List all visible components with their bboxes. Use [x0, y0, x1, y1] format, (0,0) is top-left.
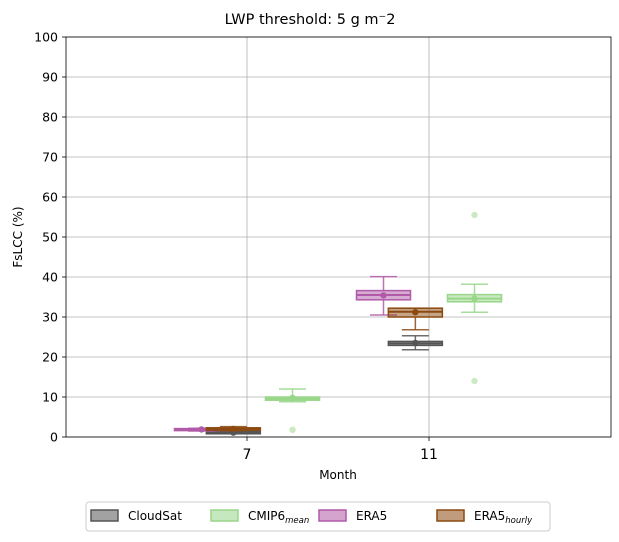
mean-marker	[471, 295, 478, 302]
y-tick-label: 80	[42, 110, 58, 125]
y-tick-label: 0	[50, 430, 58, 445]
legend-label-subscript: mean	[285, 516, 309, 526]
y-tick-label: 90	[42, 70, 58, 85]
legend: CloudSat CMIP6mean ERA5 ERA5hourly	[85, 501, 551, 532]
legend-swatch	[90, 509, 119, 522]
y-tick-label: 20	[42, 350, 58, 365]
x-axis: 7 11	[243, 437, 438, 463]
legend-label-text: ERA5	[356, 509, 387, 523]
mean-marker	[380, 292, 387, 299]
y-tick-label: 40	[42, 270, 58, 285]
legend-label-text: CMIP6	[248, 509, 285, 523]
mean-marker	[198, 426, 205, 433]
x-tick-label: 11	[420, 447, 438, 463]
legend-frame	[85, 501, 551, 532]
y-tick-label: 50	[42, 230, 58, 245]
y-tick-label: 70	[42, 150, 58, 165]
box-era5-hourly-11	[387, 307, 444, 331]
outlier-point	[289, 426, 296, 433]
legend-label: ERA5hourly	[474, 509, 533, 526]
legend-label: ERA5	[356, 509, 387, 523]
y-tick-label: 60	[42, 190, 58, 205]
legend-label-text: ERA5	[474, 509, 505, 523]
mean-marker	[412, 309, 419, 316]
legend-swatch	[318, 509, 347, 522]
plot-area	[173, 211, 503, 436]
y-axis-label: FsLCC (%)	[11, 206, 25, 267]
y-tick-label: 100	[34, 30, 58, 45]
outlier-point	[471, 377, 478, 385]
legend-label-subscript: hourly	[505, 516, 533, 526]
box-cmip6-mean-7	[264, 388, 321, 433]
box-cloudsat-11	[387, 335, 444, 351]
mean-marker	[412, 339, 419, 347]
box-era5-hourly-7	[205, 425, 262, 433]
mean-marker	[230, 425, 237, 433]
y-tick-label: 30	[42, 310, 58, 325]
legend-label: CloudSat	[128, 509, 182, 523]
y-axis: 0 10 20 30 40 50 60 70 80 90 100	[34, 30, 66, 445]
box-cmip6-mean-11	[446, 211, 503, 385]
outlier-point	[471, 211, 478, 219]
legend-label: CMIP6mean	[248, 509, 309, 526]
box-era5-11	[355, 275, 412, 316]
y-tick-label: 10	[42, 390, 58, 405]
legend-label-text: CloudSat	[128, 509, 182, 523]
chart-title: LWP threshold: 5 g m⁻2	[225, 12, 396, 28]
mean-marker	[289, 394, 296, 401]
x-tick-label: 7	[243, 447, 252, 463]
legend-swatch	[210, 509, 239, 522]
x-axis-label: Month	[319, 468, 357, 482]
grid	[66, 36, 611, 438]
legend-swatch	[436, 509, 465, 522]
